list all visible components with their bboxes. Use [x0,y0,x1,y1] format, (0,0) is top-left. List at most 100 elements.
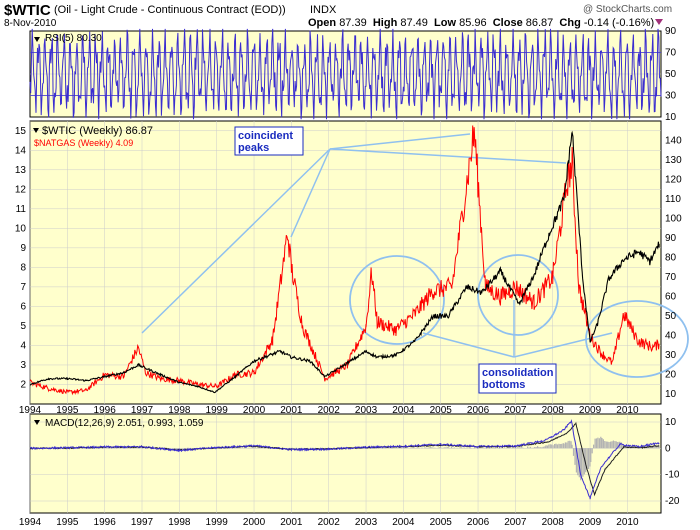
macd-tick-label: -20 [665,496,680,507]
right-axis-tick-label: 140 [665,136,682,147]
left-axis-tick-label: 13 [15,165,27,176]
macd-x-tick-label: 1999 [206,517,229,528]
left-axis-tick-label: 2 [20,379,26,390]
left-axis-tick-label: 15 [15,126,27,137]
macd-x-tick-label: 1995 [56,517,79,528]
consolidation-circle-1 [349,255,445,345]
close-label: Close [492,17,523,29]
price-x-tick-label: 2003 [355,405,378,416]
peaks-label-text: peaks [238,142,269,154]
macd-x-tick-label: 1996 [94,517,117,528]
macd-x-tick-label: 1997 [131,517,154,528]
rsi-tick-label: 30 [665,91,677,102]
exchange-label: INDX [310,4,337,16]
low-label: Low [434,17,457,29]
macd-x-tick-label: 2001 [280,517,303,528]
chg-label: Chg [559,17,581,29]
peak-connector-line [141,148,331,334]
series-group [29,28,662,500]
right-axis-tick-label: 110 [665,194,681,205]
rsi-tick-label: 90 [665,26,677,37]
price-x-tick-label: 2010 [616,405,639,416]
price-x-tick-label: 2009 [579,405,602,416]
right-axis-tick-label: 90 [665,233,677,244]
macd-x-tick-label: 2003 [355,517,378,528]
macd-x-tick-label: 2007 [504,517,527,528]
left-axis-tick-label: 7 [20,282,26,293]
price-x-tick-label: 2007 [504,405,527,416]
macd-title: MACD(12,26,9) 2.051, 0.993, 1.059 [45,418,204,429]
axis-labels: 10 30 50 70 90 RSI(5) 80.30 2 3 4 5 6 7 8 9 10 11 12 13 14… [15,26,682,528]
rsi-tick-label: 70 [665,48,677,59]
left-axis-tick-label: 9 [20,243,26,254]
chart-description: (Oil - Light Crude - Continuous Contract… [54,4,286,16]
price-x-tick-label: 2006 [467,405,490,416]
macd-x-tick-label: 2004 [392,517,415,528]
peak-connector-line [290,148,331,238]
high-label: High [372,17,398,29]
rsi-legend-icon [34,37,40,42]
left-axis-tick-label: 14 [15,145,27,156]
left-axis-tick-label: 8 [20,262,26,273]
left-axis-tick-label: 11 [16,204,27,215]
price-legend-icon [33,128,39,133]
consolidation-circle-2 [477,254,559,336]
macd-x-tick-label: 2005 [430,517,453,528]
macd-tick-label: 10 [665,417,677,428]
left-axis-tick-label: 3 [20,360,26,371]
rsi-line [29,28,662,120]
bottoms-label-box [478,363,557,394]
macd-x-tick-label: 1994 [19,517,42,528]
open-value: 87.39 [339,17,367,29]
right-axis-tick-label: 20 [665,370,677,381]
right-axis-tick-label: 70 [665,272,677,283]
wtic-legend-label: $WTIC (Weekly) 86.87 [42,125,153,137]
natgas-legend-label: $NATGAS (Weekly) 4.09 [34,138,133,148]
chart-date: 8-Nov-2010 [4,18,57,29]
macd-legend-icon [34,420,40,425]
macd-x-tick-label: 2008 [542,517,565,528]
price-x-tick-label: 2002 [318,405,341,416]
close-value: 86.87 [525,17,554,29]
wtic-line [29,130,660,394]
price-x-tick-label: 2001 [280,405,303,416]
price-x-tick-label: 2005 [430,405,453,416]
dropdown-arrow-icon[interactable] [655,19,663,25]
right-axis-tick-label: 30 [665,350,677,361]
macd-x-tick-label: 2006 [467,517,490,528]
peaks-label-text: coincident [238,130,293,142]
right-axis-tick-label: 120 [665,175,682,186]
left-axis-tick-label: 5 [20,321,26,332]
macd-tick-label: 0 [665,443,671,454]
bottom-connector-line [513,332,613,358]
bottom-connector-line [422,332,515,358]
rsi-tick-label: 10 [665,112,677,123]
chart-symbol: $WTIC [4,2,51,19]
price-x-tick-label: 2004 [392,405,415,416]
left-axis-tick-label: 4 [20,340,26,351]
right-axis-tick-label: 60 [665,292,677,303]
price-x-tick-label: 1995 [56,405,79,416]
annotation-shapes [141,133,689,378]
right-axis-tick-label: 50 [665,311,677,322]
low-value: 85.96 [459,17,487,29]
macd-x-tick-label: 2002 [318,517,341,528]
left-axis-tick-label: 12 [15,184,27,195]
left-axis-tick-label: 6 [20,301,26,312]
price-x-tick-label: 1997 [131,405,154,416]
consolidation-circle-3 [585,300,689,378]
bottoms-label-text: bottoms [482,379,525,391]
price-x-tick-label: 1998 [168,405,191,416]
macd-x-tick-label: 2000 [243,517,266,528]
bottoms-label-text: consolidation [482,367,554,379]
rsi-tick-label: 50 [665,69,677,80]
price-x-tick-label: 1996 [94,405,117,416]
right-axis-tick-label: 100 [665,214,682,225]
watermark: @ StockCharts.com [583,4,673,15]
quote-line: Open 87.39 High 87.49 Low 85.96 Close 86… [308,17,654,29]
open-label: Open [308,17,337,29]
macd-line [30,419,660,500]
macd-x-tick-label: 2009 [579,517,602,528]
